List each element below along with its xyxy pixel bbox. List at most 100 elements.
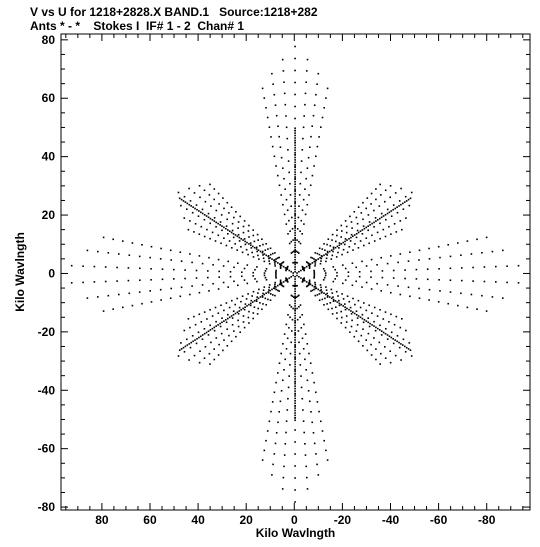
uv-point [194,223,197,225]
uv-point [313,272,316,275]
chart-title-line-2: Ants * - * Stokes I IF# 1 - 2 Chan# 1 [30,19,245,33]
uv-point [290,252,293,254]
uv-point [248,236,250,238]
uv-point [254,278,256,280]
uv-point [178,349,181,351]
uv-point [294,429,296,431]
uv-point [246,282,249,285]
uv-point [323,107,325,109]
uv-point [388,321,390,323]
uv-point [362,218,364,221]
uv-point [237,233,240,236]
uv-point [295,296,298,298]
uv-point [350,310,352,312]
uv-point [245,298,248,300]
uv-point [379,329,381,331]
uv-point [189,346,192,349]
uv-point [396,335,399,337]
uv-point [225,319,227,321]
uv-point [398,346,401,349]
uv-point [150,279,152,281]
uv-point [370,192,373,195]
uv-point [326,250,329,253]
uv-point [321,430,324,432]
uv-point [223,207,225,210]
uv-point [290,294,293,297]
uv-point [211,315,214,317]
uv-point [276,257,279,259]
uv-point [221,229,223,232]
uv-point [210,341,212,344]
uv-point [351,227,353,229]
uv-point [294,453,296,455]
uv-point [311,257,314,259]
uv-point [294,395,296,397]
uv-point [315,155,317,158]
uv-point [311,284,314,287]
uv-point [294,292,296,295]
uv-point [268,260,270,262]
uv-point [418,297,421,299]
uv-point [285,198,288,201]
uv-point [102,236,105,239]
uv-point [261,296,264,298]
uv-point [238,240,241,242]
uv-point [280,282,283,284]
uv-point [179,251,182,253]
uv-point [290,240,293,243]
uv-point [294,339,296,341]
uv-point [407,198,410,201]
uv-point [291,295,294,298]
uv-point [367,317,369,319]
uv-point [261,308,263,311]
uv-point [188,203,191,206]
uv-point [388,225,390,228]
uv-point [402,344,404,346]
uv-point [268,420,271,423]
uv-point [449,255,452,258]
uv-point [375,358,377,361]
uv-point [268,284,271,286]
uv-point [394,354,397,357]
uv-point [290,276,292,278]
uv-point [70,282,73,284]
uv-point [261,459,264,461]
uv-point [404,277,406,280]
uv-point [223,309,225,312]
uv-point [472,280,474,282]
uv-point [273,391,276,394]
uv-point [405,217,407,219]
x-tick-label: 60 [143,513,157,527]
uv-point [320,126,322,128]
uv-point [265,268,268,270]
uv-point [349,306,352,309]
uv-point [235,335,237,338]
uv-point [313,381,315,384]
uv-point [294,212,296,215]
uv-point [314,261,317,263]
uv-point [352,249,354,251]
uv-point [183,195,186,198]
uv-point [335,240,337,243]
uv-point [289,316,291,319]
uv-point [301,281,304,283]
uv-point [189,326,191,329]
uv-point [495,265,497,268]
uv-point [506,265,508,267]
uv-point [294,188,296,190]
uv-point [351,262,354,264]
uv-point [447,302,449,305]
uv-point [401,228,403,231]
uv-point [215,320,217,323]
uv-point [338,299,340,302]
uv-point [290,205,292,207]
uv-point [264,249,267,251]
uv-point [294,161,296,164]
uv-point [222,281,225,284]
uv-point [127,267,130,269]
uv-point [277,284,279,287]
uv-point [305,369,307,371]
uv-point [329,302,332,304]
uv-point [188,187,190,190]
uv-point [294,249,296,252]
